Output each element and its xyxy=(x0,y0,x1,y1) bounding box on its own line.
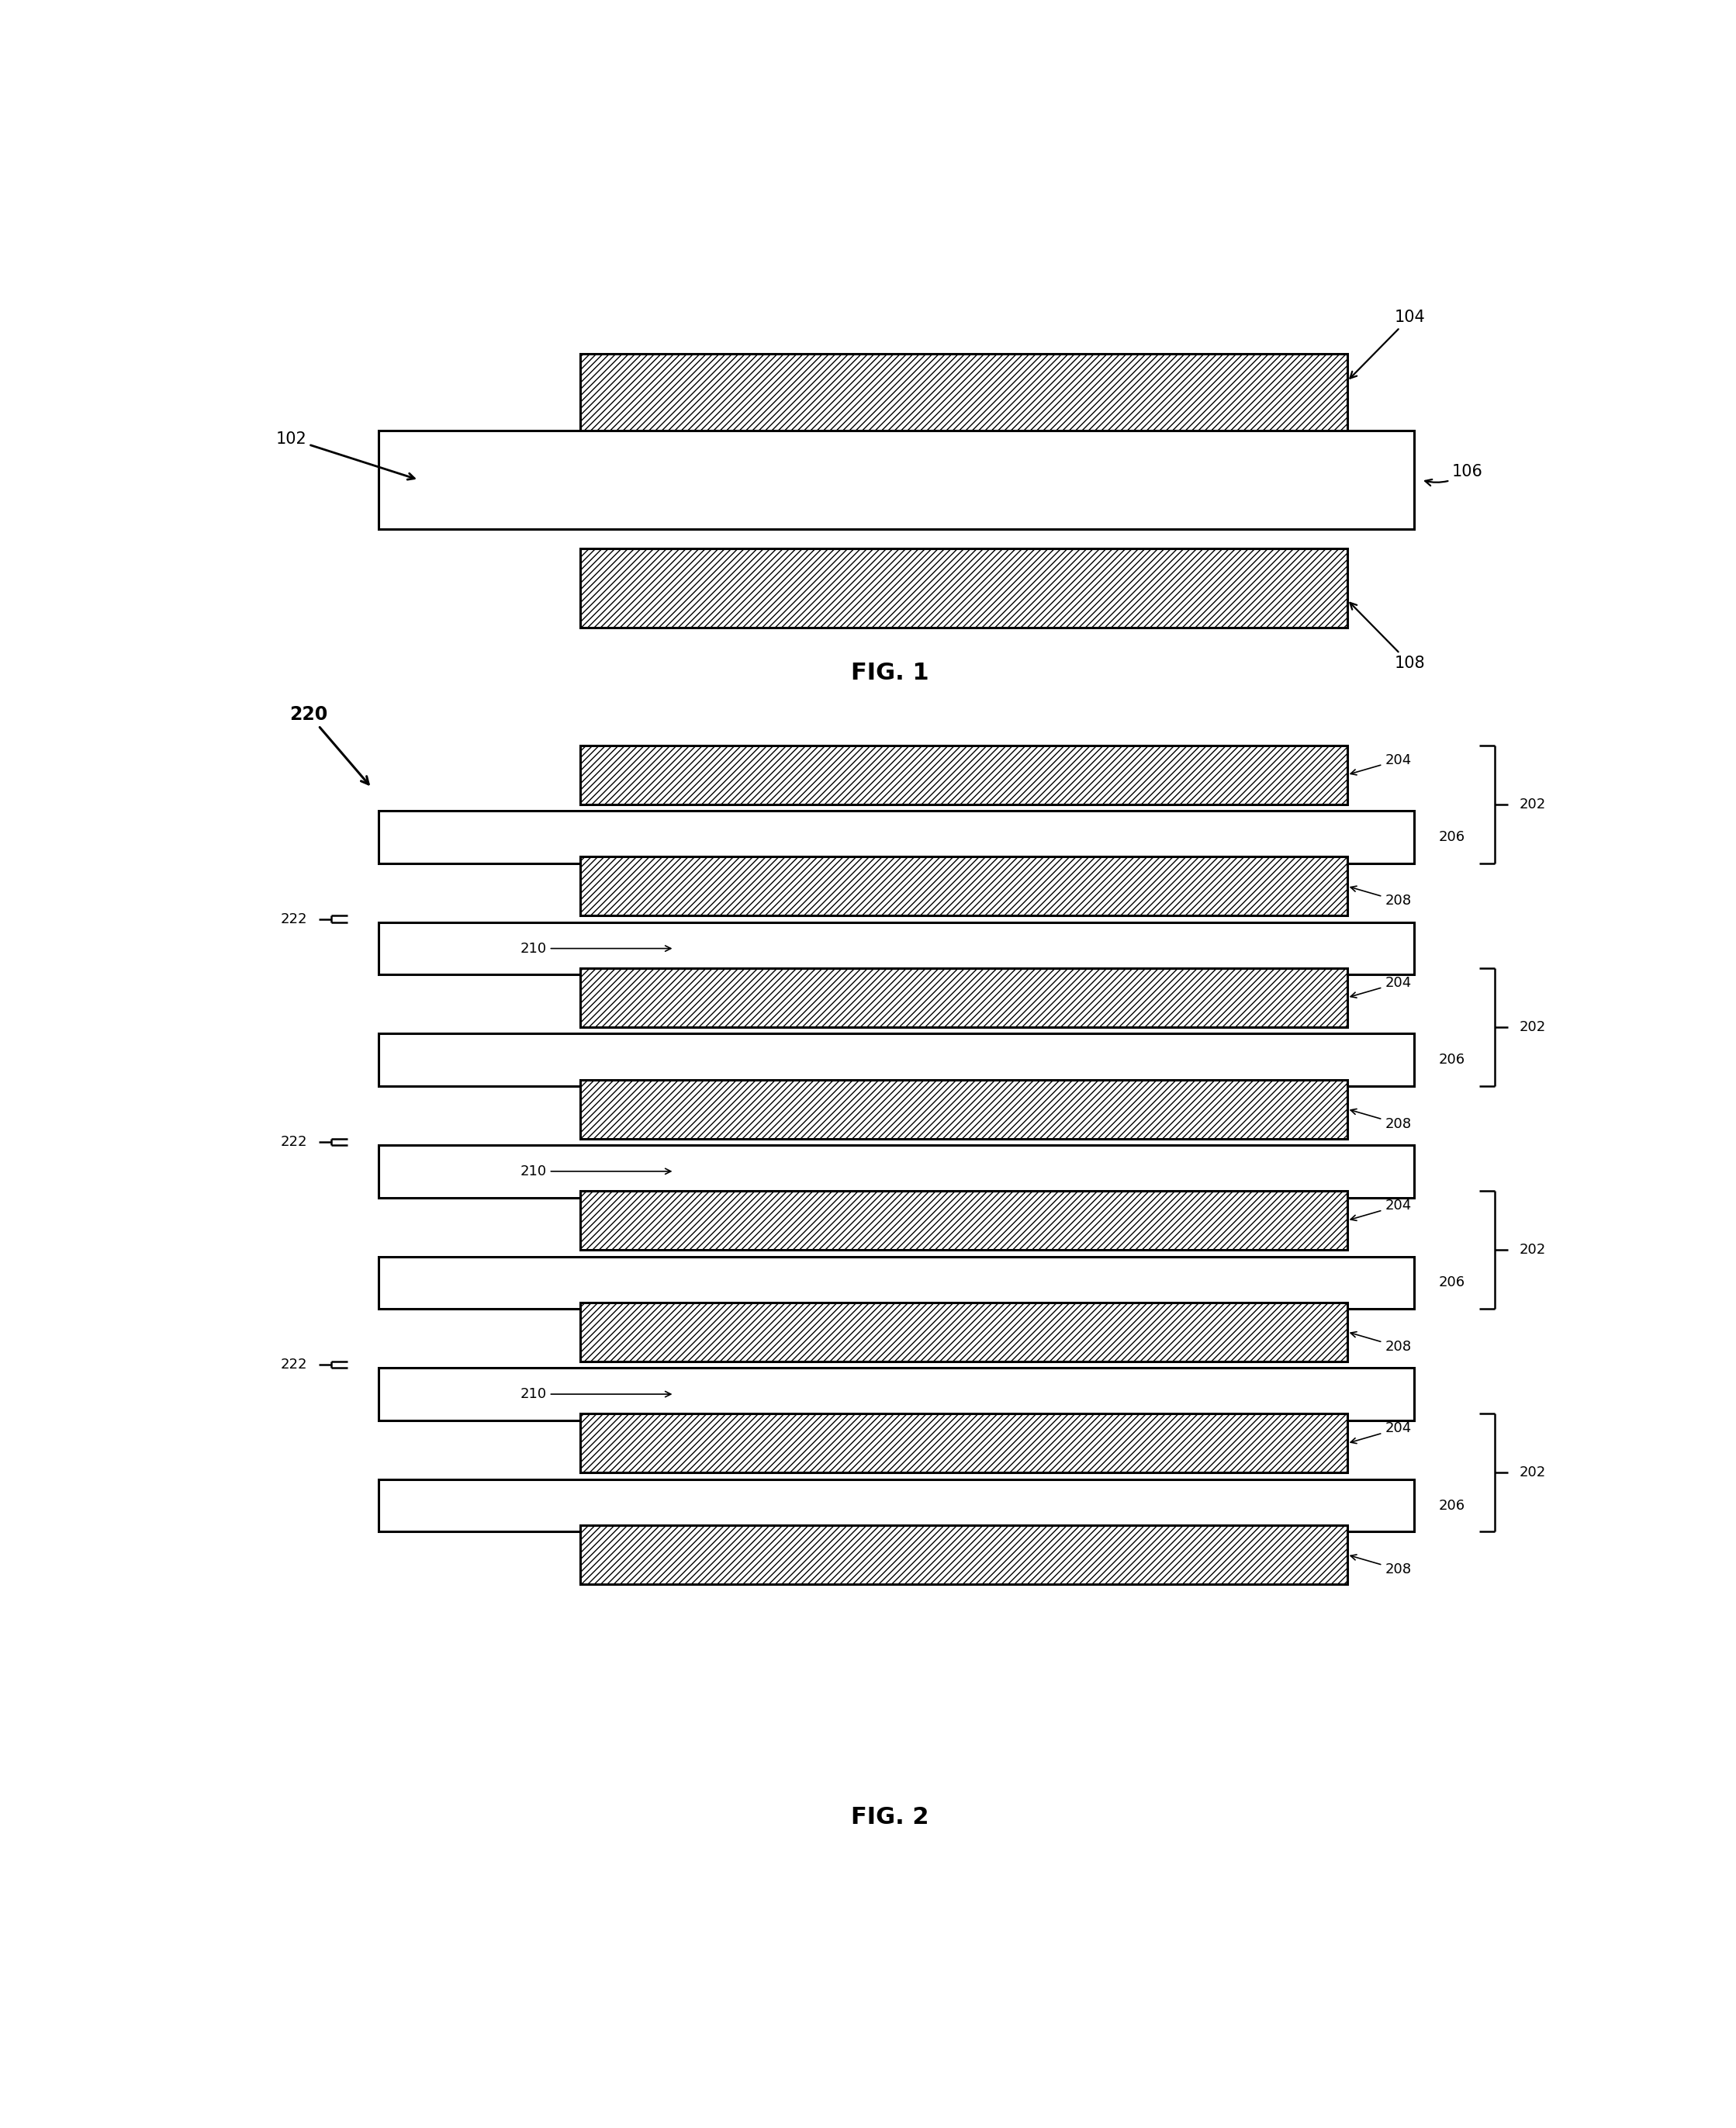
Text: FIG. 2: FIG. 2 xyxy=(851,1807,929,1828)
Text: 210: 210 xyxy=(521,941,670,955)
Text: 222: 222 xyxy=(281,1358,307,1373)
Text: 106: 106 xyxy=(1425,464,1483,485)
Text: 104: 104 xyxy=(1351,311,1425,379)
Text: 202: 202 xyxy=(1519,1019,1547,1034)
Bar xyxy=(378,1479,1415,1532)
Text: 222: 222 xyxy=(281,1134,307,1149)
Bar xyxy=(580,1526,1347,1583)
Bar xyxy=(378,1368,1415,1419)
Text: 206: 206 xyxy=(1439,1277,1465,1290)
Text: 206: 206 xyxy=(1439,1498,1465,1513)
Bar xyxy=(378,1145,1415,1198)
Text: 208: 208 xyxy=(1351,885,1411,909)
Bar xyxy=(580,1302,1347,1362)
Bar xyxy=(378,811,1415,864)
Text: 208: 208 xyxy=(1351,1556,1411,1577)
Bar xyxy=(580,968,1347,1028)
Text: 220: 220 xyxy=(290,704,368,785)
Text: 206: 206 xyxy=(1439,830,1465,845)
Text: 204: 204 xyxy=(1351,977,1411,998)
Bar xyxy=(580,1413,1347,1473)
Text: 222: 222 xyxy=(281,913,307,926)
Text: FIG. 1: FIG. 1 xyxy=(851,662,929,685)
Text: 102: 102 xyxy=(276,432,415,479)
Text: 208: 208 xyxy=(1351,1109,1411,1130)
Bar xyxy=(580,1079,1347,1138)
Text: 210: 210 xyxy=(521,1164,670,1179)
Text: 204: 204 xyxy=(1351,1198,1411,1221)
Bar xyxy=(580,745,1347,804)
Bar xyxy=(580,353,1347,432)
Bar xyxy=(378,921,1415,975)
Bar xyxy=(580,549,1347,628)
Text: 108: 108 xyxy=(1351,602,1425,670)
Text: 204: 204 xyxy=(1351,1422,1411,1443)
Text: 204: 204 xyxy=(1351,753,1411,775)
Bar xyxy=(580,1192,1347,1249)
Bar xyxy=(378,1034,1415,1085)
Bar xyxy=(378,430,1415,530)
Text: 206: 206 xyxy=(1439,1053,1465,1066)
Text: 208: 208 xyxy=(1351,1332,1411,1353)
Text: 202: 202 xyxy=(1519,1466,1547,1479)
Text: 210: 210 xyxy=(521,1387,670,1400)
Bar xyxy=(378,1256,1415,1309)
Text: 202: 202 xyxy=(1519,1243,1547,1258)
Text: 202: 202 xyxy=(1519,798,1547,811)
Bar xyxy=(580,858,1347,915)
